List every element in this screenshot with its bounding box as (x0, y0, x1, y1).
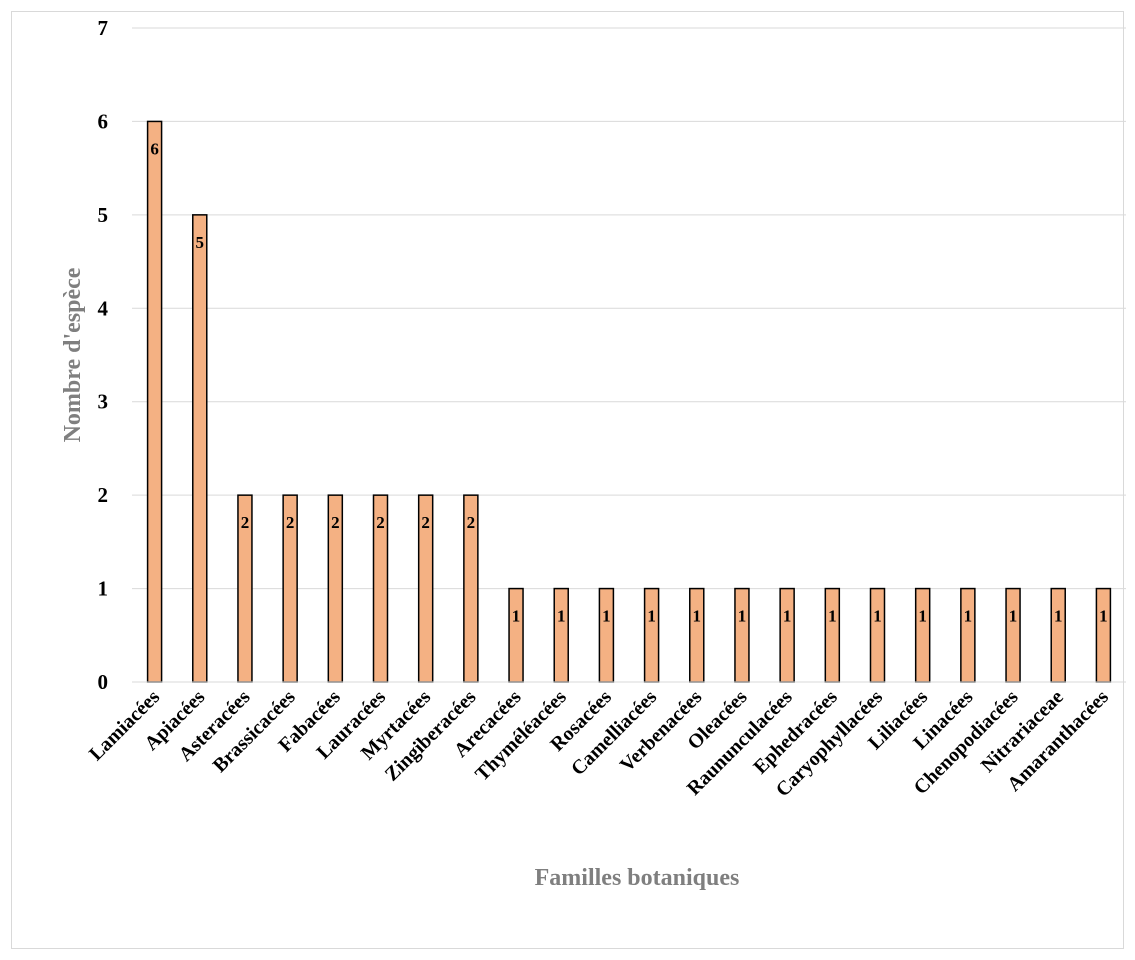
y-tick-label: 0 (98, 670, 109, 694)
bar (598, 587, 615, 683)
data-label: 1 (512, 607, 521, 626)
data-label: 2 (241, 513, 250, 532)
data-label: 1 (918, 607, 927, 626)
bar (689, 587, 705, 683)
data-label: 1 (783, 607, 792, 626)
data-label: 6 (150, 139, 159, 158)
x-axis-category-labels: LamiacéesApiacéesAsteracéesBrassicacéesF… (85, 686, 1113, 801)
y-tick-label: 1 (98, 577, 109, 601)
bars: 6 5 2 2 2 2 2 2 1 1 1 1 1 1 1 1 1 1 1 1 1 1 (146, 120, 1112, 683)
y-tick-label: 4 (98, 296, 109, 320)
y-tick-label: 6 (98, 109, 109, 133)
bar (1005, 587, 1021, 683)
y-tick-label: 2 (98, 483, 109, 507)
data-label: 1 (738, 607, 747, 626)
bar (914, 587, 931, 683)
data-label: 1 (1009, 607, 1018, 626)
data-label: 1 (1099, 607, 1108, 626)
data-label: 2 (331, 513, 340, 532)
y-tick-label: 7 (98, 16, 109, 40)
bar (146, 120, 163, 683)
bar (869, 587, 886, 683)
x-axis-title: Familles botaniques (535, 865, 740, 891)
data-label: 2 (286, 513, 295, 532)
y-axis-ticks: 0 1 2 3 4 5 6 7 (98, 16, 109, 694)
data-label: 1 (693, 607, 702, 626)
data-label: 2 (376, 513, 385, 532)
data-label: 1 (828, 607, 837, 626)
bar (643, 587, 660, 683)
y-tick-label: 3 (98, 390, 109, 414)
data-label: 1 (1054, 607, 1063, 626)
data-label: 1 (964, 607, 973, 626)
bar (192, 214, 208, 683)
y-axis-title: Nombre d'espèce (60, 267, 86, 442)
bar (1050, 587, 1066, 683)
bar (508, 587, 524, 683)
bar (553, 587, 569, 683)
data-label: 1 (557, 607, 566, 626)
gridlines (132, 27, 1126, 590)
x-tick-label: Lamiacées (85, 686, 164, 765)
data-label: 1 (602, 607, 611, 626)
bar (824, 587, 841, 683)
bar (734, 587, 750, 683)
data-label: 5 (196, 233, 205, 252)
data-label: 1 (647, 607, 656, 626)
data-label: 1 (873, 607, 882, 626)
data-label: 2 (467, 513, 476, 532)
bar (779, 587, 795, 683)
bar (960, 587, 976, 683)
data-label: 2 (421, 513, 430, 532)
y-tick-label: 5 (98, 203, 109, 227)
bar (1095, 587, 1112, 683)
